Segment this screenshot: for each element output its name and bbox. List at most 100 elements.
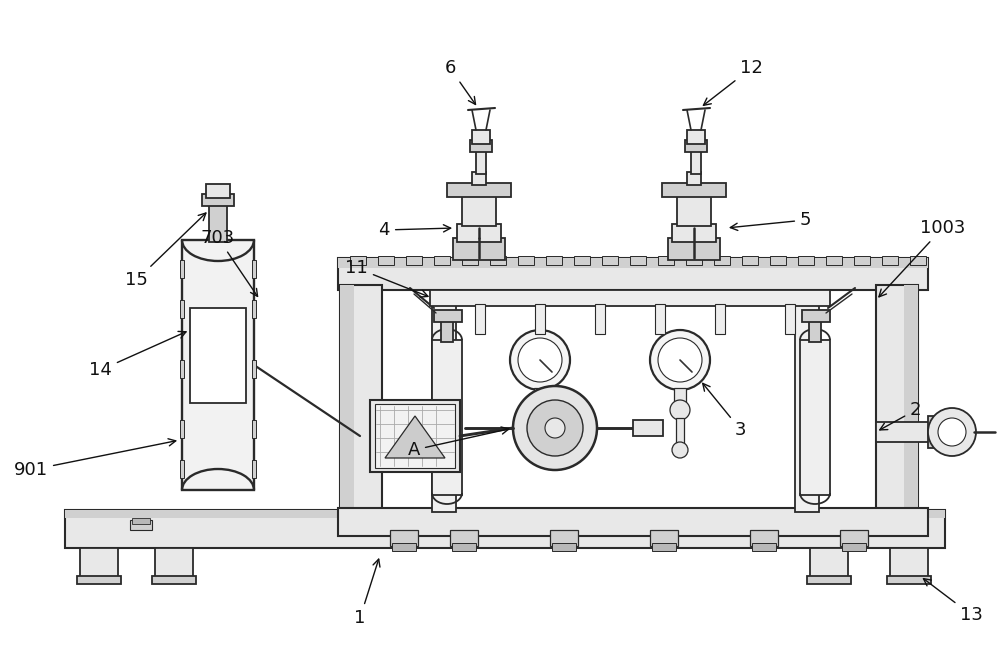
Bar xyxy=(807,576,851,584)
Bar xyxy=(750,530,778,546)
Bar xyxy=(676,418,684,448)
Bar xyxy=(132,518,150,524)
Bar xyxy=(375,404,455,468)
Bar xyxy=(534,388,546,406)
Text: 1: 1 xyxy=(354,559,380,627)
Bar xyxy=(490,256,506,265)
Text: 15: 15 xyxy=(125,213,206,289)
Bar xyxy=(662,183,726,197)
Bar xyxy=(130,520,152,530)
Polygon shape xyxy=(385,416,445,458)
Text: 4: 4 xyxy=(378,221,451,239)
Bar xyxy=(252,360,256,378)
Bar xyxy=(180,260,184,278)
Bar xyxy=(462,256,478,265)
Bar xyxy=(677,190,711,226)
Bar xyxy=(882,256,898,265)
Bar xyxy=(574,256,590,265)
Bar xyxy=(472,130,490,144)
Bar xyxy=(452,543,476,551)
Bar xyxy=(390,530,418,546)
Bar xyxy=(674,388,686,406)
Bar xyxy=(800,340,830,495)
Bar xyxy=(378,256,394,265)
Bar xyxy=(890,548,928,580)
Bar xyxy=(392,543,416,551)
Bar xyxy=(350,256,366,265)
Bar xyxy=(842,543,866,551)
Bar xyxy=(668,238,720,260)
Bar xyxy=(441,318,453,342)
Bar xyxy=(252,420,256,438)
Circle shape xyxy=(658,338,702,382)
Circle shape xyxy=(532,442,548,458)
Bar xyxy=(252,300,256,318)
Text: 12: 12 xyxy=(703,59,763,105)
Text: 901: 901 xyxy=(14,439,176,479)
Bar xyxy=(77,576,121,584)
Bar xyxy=(633,420,663,436)
Bar xyxy=(715,304,725,334)
Bar xyxy=(652,543,676,551)
Bar xyxy=(795,290,819,512)
Bar xyxy=(447,183,511,197)
Circle shape xyxy=(938,418,966,446)
Bar xyxy=(552,543,576,551)
Circle shape xyxy=(670,400,690,420)
Circle shape xyxy=(513,386,597,470)
Bar xyxy=(180,300,184,318)
Circle shape xyxy=(530,400,550,420)
Bar xyxy=(876,285,918,513)
Bar xyxy=(470,140,492,152)
Bar xyxy=(691,148,701,174)
Bar xyxy=(714,256,730,265)
Bar xyxy=(453,238,505,260)
Bar xyxy=(650,530,678,546)
Text: 6: 6 xyxy=(444,59,476,105)
Text: 2: 2 xyxy=(880,401,922,430)
Bar xyxy=(550,530,578,546)
Bar xyxy=(338,258,928,268)
Bar xyxy=(209,202,227,242)
Bar xyxy=(190,308,246,403)
Bar xyxy=(685,140,707,152)
Bar xyxy=(338,258,928,290)
Bar xyxy=(182,240,254,490)
Bar xyxy=(810,548,848,580)
Bar xyxy=(434,310,462,322)
Bar xyxy=(826,256,842,265)
Bar xyxy=(840,530,868,546)
Bar xyxy=(687,130,705,144)
Circle shape xyxy=(545,418,565,438)
Bar xyxy=(340,285,354,513)
Bar xyxy=(687,172,701,185)
Bar xyxy=(475,304,485,334)
Bar xyxy=(432,340,462,495)
Text: 703: 703 xyxy=(201,229,258,297)
Bar xyxy=(602,256,618,265)
Bar xyxy=(658,256,674,265)
Bar xyxy=(752,543,776,551)
Bar xyxy=(518,256,534,265)
Bar xyxy=(535,304,545,334)
Circle shape xyxy=(650,330,710,390)
Bar xyxy=(80,548,118,580)
Circle shape xyxy=(672,442,688,458)
Bar xyxy=(252,460,256,478)
Text: 11: 11 xyxy=(345,259,428,297)
Bar xyxy=(432,290,456,512)
Bar xyxy=(180,460,184,478)
Text: 5: 5 xyxy=(730,211,812,230)
Text: 13: 13 xyxy=(923,578,983,624)
Bar xyxy=(672,224,716,242)
Bar xyxy=(536,418,544,448)
Bar xyxy=(152,576,196,584)
Circle shape xyxy=(518,338,562,382)
Bar xyxy=(65,510,945,548)
Bar xyxy=(928,416,946,448)
Bar xyxy=(338,508,928,536)
Bar xyxy=(742,256,758,265)
Text: A: A xyxy=(408,427,509,459)
Bar xyxy=(686,256,702,265)
Bar xyxy=(630,256,646,265)
